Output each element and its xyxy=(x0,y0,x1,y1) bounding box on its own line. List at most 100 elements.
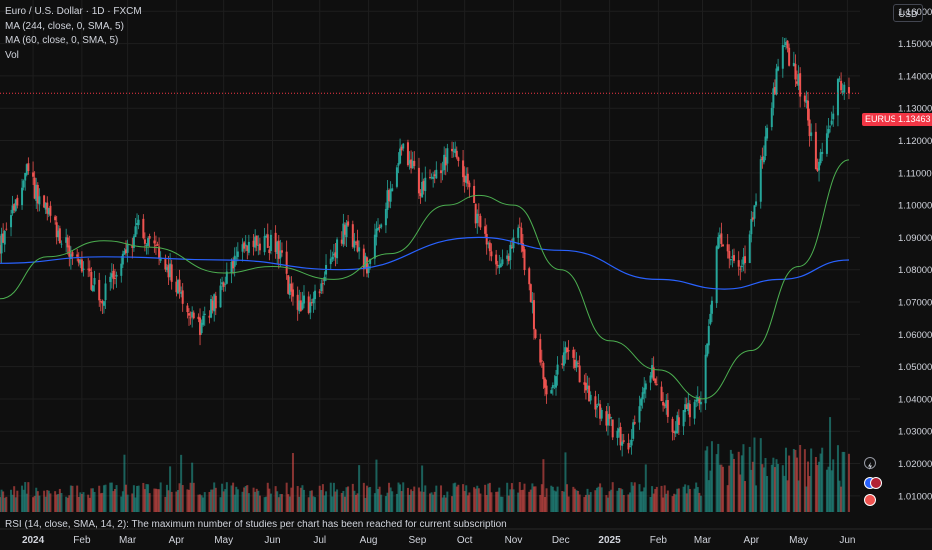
x-tick-label: Sep xyxy=(409,535,427,546)
candle-body xyxy=(290,283,293,292)
volume-bar xyxy=(101,492,104,512)
candle-body xyxy=(777,66,780,71)
volume-bar xyxy=(663,485,666,512)
volume-bar xyxy=(143,489,146,512)
price-axis[interactable]: 1.16000 1.15000 1.14000 1.13000 1.12000 1.110… xyxy=(898,7,932,503)
candle-body xyxy=(644,383,647,390)
lightning-icon[interactable] xyxy=(864,457,876,470)
candle-body xyxy=(717,236,720,249)
candle-body xyxy=(274,232,277,252)
candle-body xyxy=(584,382,587,391)
volume-bar xyxy=(674,494,677,512)
us-flag-icon[interactable] xyxy=(870,477,882,489)
candle-body xyxy=(33,177,36,199)
volume-bar xyxy=(444,497,447,512)
volume-bar xyxy=(302,489,305,512)
volume-bar xyxy=(364,497,367,512)
candle-body xyxy=(76,254,79,257)
volume-bar xyxy=(501,496,504,512)
candle-body xyxy=(529,284,532,302)
symbol-title[interactable]: Euro / U.S. Dollar · 1D · FXCM xyxy=(5,6,142,17)
y-tick-label: 1.06000 xyxy=(898,330,932,341)
candle-body xyxy=(476,213,479,224)
volume-bar xyxy=(462,484,465,512)
volume-bar xyxy=(367,487,370,512)
candle-body xyxy=(825,133,828,154)
volume-bar xyxy=(843,451,846,512)
candle-body xyxy=(506,255,509,259)
volume-bar xyxy=(131,493,134,512)
candle-body xyxy=(781,44,784,69)
candle-body xyxy=(36,184,39,204)
candle-body xyxy=(255,235,258,246)
time-axis[interactable]: 2024 Feb Mar Apr May Jun Jul Aug Sep Oct Nov Dec 202… xyxy=(22,535,856,546)
candle-body xyxy=(386,190,389,210)
y-tick-label: 1.03000 xyxy=(898,427,932,438)
volume-bar xyxy=(797,480,800,512)
candle-body xyxy=(633,422,636,424)
currency-button[interactable]: USD xyxy=(893,4,923,22)
y-tick-label: 1.15000 xyxy=(898,39,932,50)
candle-body xyxy=(186,305,189,313)
volume-bar xyxy=(430,492,433,512)
candle-body xyxy=(435,169,438,179)
volume-bar xyxy=(827,466,830,512)
candle-body xyxy=(5,228,8,230)
volume-bar xyxy=(803,449,806,512)
candle-body xyxy=(170,264,173,282)
ma244-legend[interactable]: MA (244, close, 0, SMA, 5) xyxy=(5,20,124,32)
eu-flag-icon[interactable] xyxy=(864,494,876,506)
volume-bar xyxy=(191,462,194,512)
volume-bar xyxy=(255,488,258,512)
volume-bar xyxy=(487,483,490,512)
volume-bar xyxy=(710,441,713,512)
volume-bar xyxy=(165,484,168,512)
volume-bar xyxy=(441,497,444,512)
volume-bar xyxy=(210,489,213,512)
candle-body xyxy=(27,163,30,172)
volume-bar xyxy=(479,493,482,512)
volume-bar xyxy=(47,490,50,512)
candle-body xyxy=(818,161,821,171)
volume-bar xyxy=(224,489,227,512)
volume-bar xyxy=(715,454,718,512)
volume-bar xyxy=(685,493,688,512)
volume-bar xyxy=(594,490,597,512)
volume-bar xyxy=(400,491,403,512)
volume-bar xyxy=(496,491,499,512)
volume-bar xyxy=(781,465,784,512)
volume-bar xyxy=(343,496,346,512)
volume-bar xyxy=(397,482,400,512)
candle-body xyxy=(443,154,446,171)
volume-bar xyxy=(244,486,247,512)
volume-bar xyxy=(298,496,301,512)
volume-bar xyxy=(287,494,290,512)
volume-bar xyxy=(748,446,751,512)
ma60-legend[interactable]: MA (60, close, 0, SMA, 5) xyxy=(5,35,119,46)
volume-bar xyxy=(340,492,343,512)
volume-bar xyxy=(170,491,173,512)
candle-body xyxy=(543,378,546,388)
volume-bar xyxy=(766,476,769,512)
volume-bar xyxy=(277,497,280,512)
candle-body xyxy=(788,47,791,66)
volume-bar xyxy=(380,494,383,512)
candle-body xyxy=(378,227,381,229)
volume-bar xyxy=(88,497,91,512)
volume-bar xyxy=(358,465,361,512)
volume-bar xyxy=(180,454,183,512)
candle-body xyxy=(742,256,745,265)
volume-bar xyxy=(832,459,835,512)
candle-body xyxy=(347,221,350,226)
volume-bar xyxy=(476,485,479,512)
volume-bar xyxy=(21,485,24,512)
volume-legend[interactable]: Vol xyxy=(5,49,19,61)
volume-bar xyxy=(2,491,5,512)
volume-bar xyxy=(145,484,148,512)
volume-bar xyxy=(424,485,427,512)
candle-body xyxy=(792,62,795,66)
y-tick-label: 1.04000 xyxy=(898,394,932,405)
candle-body xyxy=(126,244,129,253)
candle-body xyxy=(673,431,676,434)
